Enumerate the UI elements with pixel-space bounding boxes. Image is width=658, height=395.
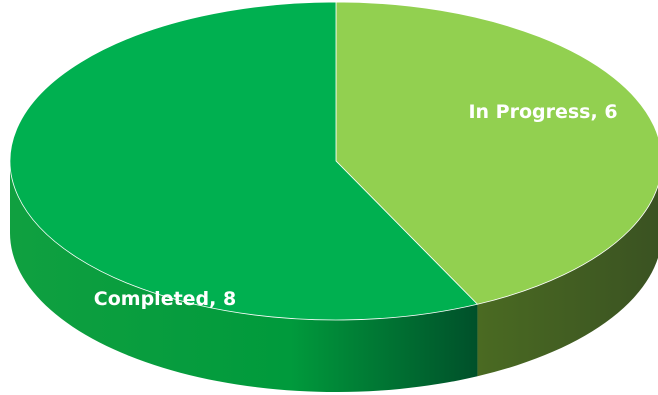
pie-side-completed <box>10 161 478 392</box>
pie-side-in-progress <box>477 185 658 377</box>
pie-sides <box>10 161 658 392</box>
slice-label-in-progress: In Progress, 6 <box>468 101 617 123</box>
pie-tops <box>9 1 658 321</box>
slice-label-completed: Completed, 8 <box>94 288 236 310</box>
pie-slice-completed[interactable] <box>9 1 478 321</box>
pie-slice-in-progress[interactable] <box>335 1 658 305</box>
